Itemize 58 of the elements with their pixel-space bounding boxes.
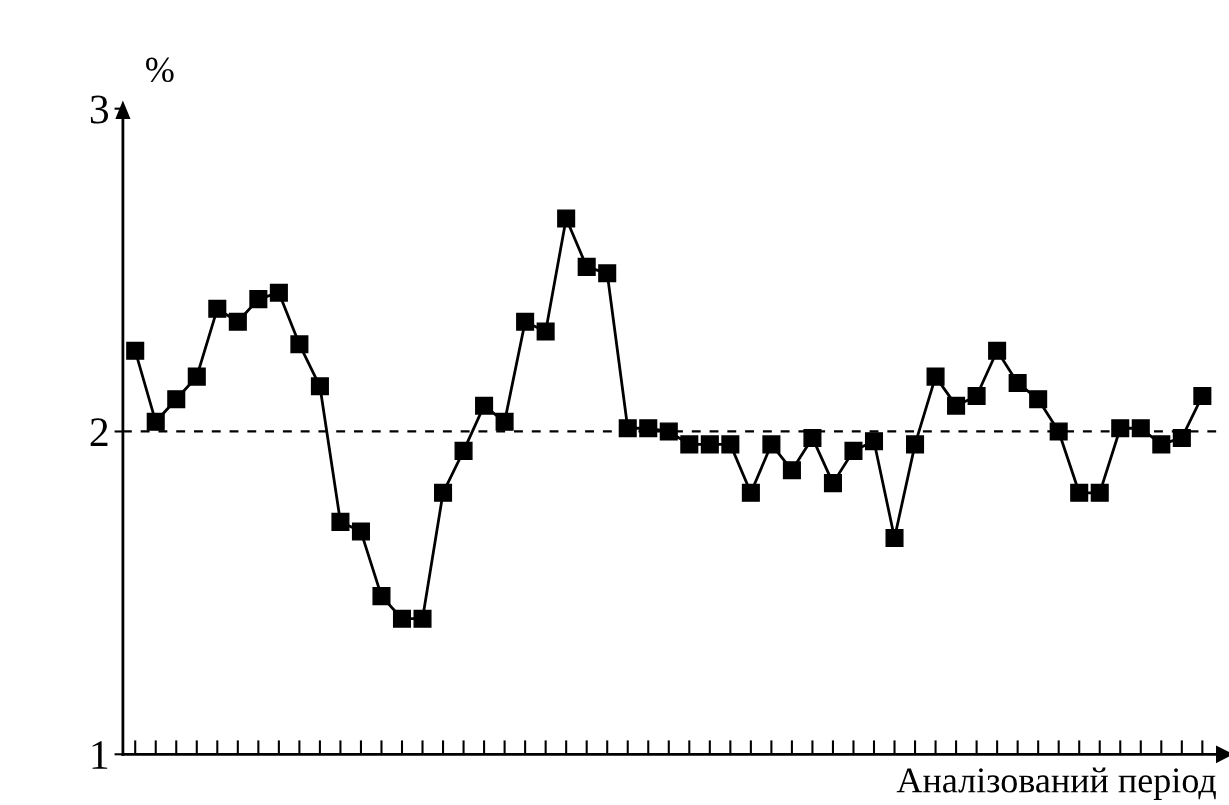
point	[557, 209, 576, 228]
point	[249, 290, 268, 309]
point	[208, 299, 227, 318]
point	[803, 428, 822, 447]
point	[167, 390, 186, 409]
point	[680, 435, 699, 454]
point	[721, 435, 740, 454]
point	[577, 257, 596, 276]
point	[228, 312, 247, 331]
point	[988, 341, 1007, 360]
point	[598, 264, 617, 283]
point	[844, 441, 863, 460]
point	[146, 412, 165, 431]
point	[413, 609, 432, 628]
point	[659, 422, 678, 441]
point	[1131, 419, 1150, 438]
point	[351, 522, 370, 541]
point	[1090, 483, 1109, 502]
y-tick-label: 1	[92, 741, 108, 769]
point	[187, 367, 206, 386]
point	[536, 322, 555, 341]
point	[926, 367, 945, 386]
y-tick-label: 3	[90, 95, 109, 124]
point	[331, 512, 350, 531]
point	[639, 419, 658, 438]
point	[618, 419, 637, 438]
point	[434, 483, 453, 502]
point	[741, 483, 760, 502]
point	[1172, 428, 1191, 447]
point	[967, 386, 986, 405]
point	[823, 474, 842, 493]
point	[392, 609, 412, 628]
point	[947, 396, 966, 415]
point	[269, 283, 288, 302]
y-axis-title: %	[146, 57, 174, 83]
y-tick-label: 2	[90, 418, 108, 446]
point	[1029, 390, 1048, 409]
point	[782, 461, 801, 480]
point	[1111, 419, 1130, 438]
point	[310, 377, 329, 396]
point	[454, 441, 473, 460]
point	[372, 587, 391, 606]
point	[126, 341, 145, 360]
point	[1008, 374, 1027, 393]
point	[290, 335, 309, 354]
point	[885, 528, 904, 548]
point	[1070, 483, 1089, 502]
point	[1193, 386, 1212, 405]
x-axis-title: Аналізований період	[896, 767, 1216, 800]
point	[516, 312, 535, 331]
point	[700, 435, 719, 454]
point	[864, 432, 884, 451]
point	[1049, 422, 1068, 441]
point	[1152, 435, 1171, 454]
point	[475, 396, 494, 415]
point	[762, 435, 781, 454]
point	[906, 435, 925, 454]
point	[495, 412, 514, 431]
